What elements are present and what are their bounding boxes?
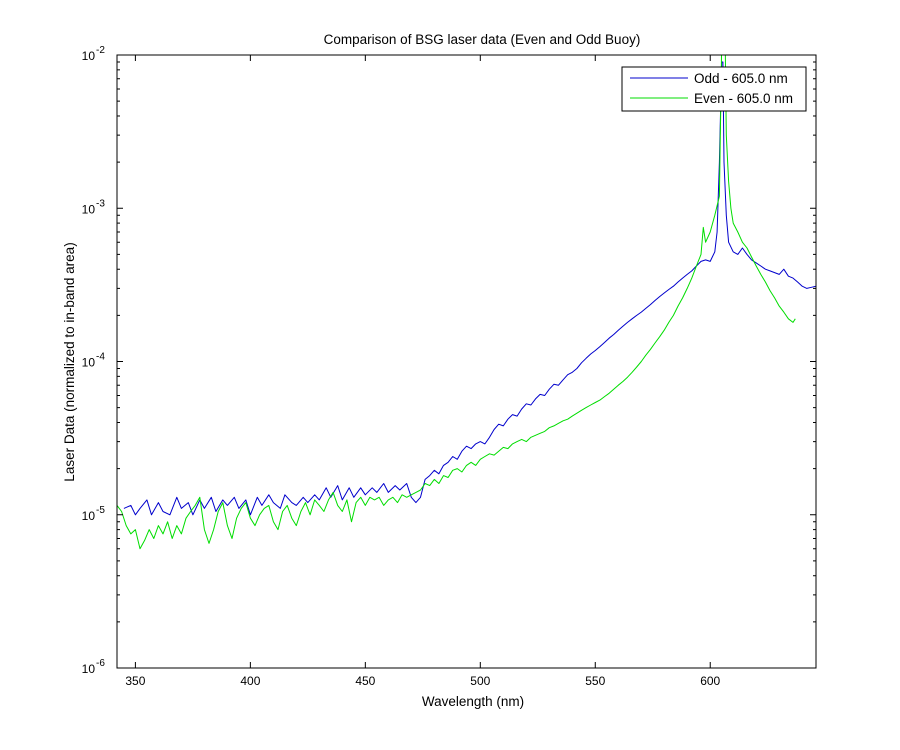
x-tick-label: 350 <box>125 674 145 688</box>
x-axis-ticks: 350 400 450 500 550 600 <box>125 55 721 688</box>
legend: Odd - 605.0 nm Even - 605.0 nm <box>621 66 807 112</box>
x-tick-label: 550 <box>585 674 605 688</box>
series-layer <box>117 55 816 550</box>
x-axis-label: Wavelength (nm) <box>422 694 524 709</box>
y-tick-label: 10 <box>82 202 96 216</box>
y-tick-label: 10 <box>82 662 96 676</box>
y-axis-label: Laser Data (normalized to in-band area) <box>62 242 77 481</box>
y-tick-label: 10 <box>82 509 96 523</box>
x-tick-label: 450 <box>355 674 375 688</box>
y-tick-label: 10 <box>82 49 96 63</box>
chart-title: Comparison of BSG laser data (Even and O… <box>324 32 641 47</box>
y-axis-ticks: 10-610-510-410-310-2 <box>82 45 816 676</box>
x-tick-label: 600 <box>700 674 720 688</box>
plot-area <box>117 55 816 668</box>
series-line-even <box>117 55 796 550</box>
y-tick-label: 10 <box>82 356 96 370</box>
y-tick-exponent: -4 <box>96 352 105 363</box>
legend-label-even: Even - 605.0 nm <box>694 91 793 106</box>
y-tick-exponent: -3 <box>96 198 105 209</box>
legend-box <box>621 66 807 112</box>
y-tick-exponent: -2 <box>96 45 105 56</box>
x-tick-label: 500 <box>470 674 490 688</box>
y-tick-exponent: -5 <box>96 505 105 516</box>
x-tick-label: 400 <box>240 674 260 688</box>
y-tick-exponent: -6 <box>96 658 105 669</box>
legend-label-odd: Odd - 605.0 nm <box>694 71 788 86</box>
